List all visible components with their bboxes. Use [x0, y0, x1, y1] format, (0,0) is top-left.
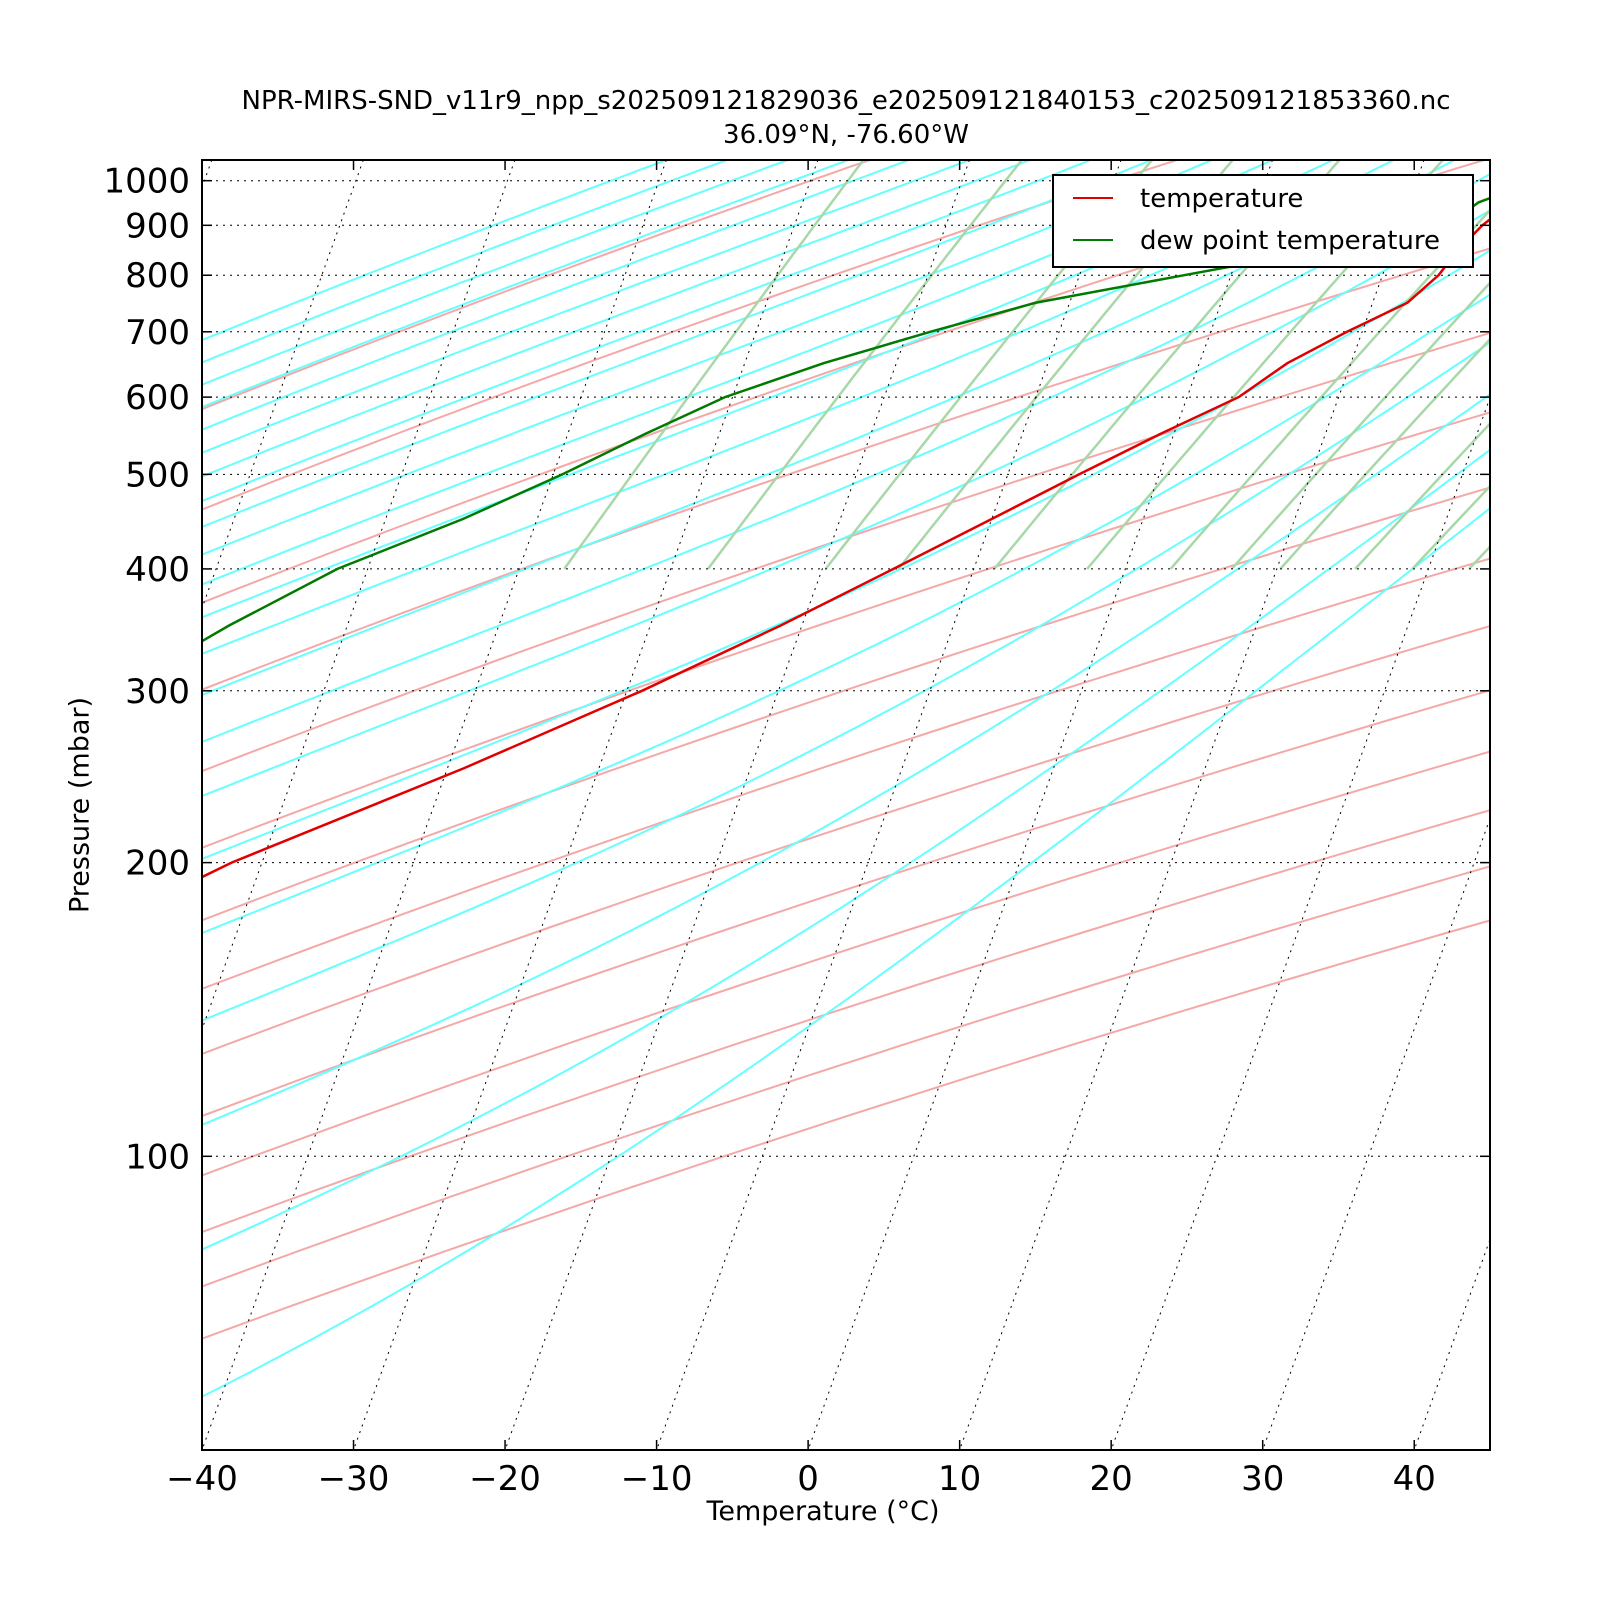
dry-adiabat	[202, 624, 1490, 1056]
grid-lines	[0, 160, 1600, 1450]
temperature-line	[202, 217, 1490, 879]
moist-adiabat	[202, 160, 788, 386]
y-tick-label: 900	[125, 206, 190, 246]
chart-subtitle: 36.09°N, -76.60°W	[723, 120, 969, 150]
isotherm-gridline	[1566, 160, 1600, 1450]
isotherm-gridline	[1110, 396, 1490, 1450]
moist-adiabat	[202, 160, 1395, 655]
isotherm-gridline	[353, 160, 819, 1450]
dry-adiabat	[202, 809, 1490, 1234]
moist-adiabat	[202, 249, 1490, 861]
mixing-ratio-line	[563, 160, 865, 570]
y-tick-label: 800	[125, 256, 190, 296]
chart-title: NPR-MIRS-SND_v11r9_npp_s202509121829036_…	[241, 86, 1451, 116]
isotherm-gridline	[807, 160, 1273, 1450]
x-tick-label: 0	[797, 1459, 819, 1499]
isotherm-gridline	[202, 160, 213, 189]
y-tick-label: 500	[125, 455, 190, 495]
moist-adiabat	[202, 172, 1490, 744]
plot-frame	[201, 159, 1491, 1451]
moist-adiabat	[202, 507, 1490, 1398]
y-tick-label: 1000	[103, 162, 190, 202]
y-tick-label: 200	[125, 844, 190, 884]
mixing-ratio-line	[1230, 281, 1490, 570]
y-tick-label: 700	[125, 313, 190, 353]
background-lines	[202, 160, 1490, 1398]
axis-ticks: −40 −30 −20 −10 0 10 20 30 40 100 200 300 400 500 600 7…	[103, 160, 1490, 1499]
moist-adiabat	[202, 160, 1092, 503]
isotherm-gridline	[0, 160, 60, 1450]
legend: temperature dew point temperature	[1052, 174, 1474, 268]
mixing-ratio-line	[1354, 421, 1490, 570]
mixing-ratio-line	[1169, 208, 1490, 570]
x-tick-label: −10	[621, 1459, 693, 1499]
x-tick-label: 30	[1241, 1459, 1284, 1499]
x-tick-label: 20	[1090, 1459, 1133, 1499]
moist-adiabat	[202, 160, 1334, 619]
moist-adiabat	[202, 160, 1213, 556]
dry-adiabat	[202, 750, 1490, 1177]
dry-adiabat	[202, 160, 1178, 511]
moist-adiabat	[202, 393, 1490, 1126]
moist-adiabat	[202, 160, 1031, 478]
x-axis-label: Temperature (°C)	[706, 1496, 940, 1527]
dry-adiabat	[202, 557, 1490, 990]
moist-adiabat	[202, 160, 1455, 697]
moist-adiabat	[202, 209, 1490, 798]
dry-adiabat	[202, 486, 1490, 922]
legend-temperature-label: temperature	[1140, 184, 1303, 214]
moist-adiabat	[202, 160, 667, 342]
isotherm-gridline	[202, 160, 667, 1450]
moist-adiabat	[202, 160, 1273, 586]
moist-adiabat	[202, 448, 1490, 1251]
mixing-ratio-line	[1279, 337, 1490, 570]
x-tick-label: −30	[318, 1459, 390, 1499]
isotherm-gridline	[202, 160, 364, 610]
moist-adiabat	[202, 160, 970, 454]
moist-adiabat	[202, 293, 1490, 935]
moist-adiabat	[202, 160, 728, 364]
isotherm-gridline	[504, 160, 970, 1450]
isotherm-gridline	[1262, 817, 1490, 1450]
legend-box	[1052, 174, 1474, 268]
y-tick-label: 300	[125, 672, 190, 712]
x-tick-label: −20	[469, 1459, 541, 1499]
moist-adiabat	[202, 160, 849, 409]
series-lines	[202, 196, 1490, 879]
x-tick-label: 10	[938, 1459, 981, 1499]
y-tick-label: 400	[125, 550, 190, 590]
mixing-ratio-line	[707, 160, 1023, 570]
y-tick-label: 100	[125, 1137, 190, 1177]
x-tick-label: −40	[166, 1459, 238, 1499]
dry-adiabat	[202, 689, 1490, 1118]
isotherm-gridline	[959, 160, 1425, 1450]
legend-dewpoint-label: dew point temperature	[1140, 226, 1440, 256]
y-axis-label: Pressure (mbar)	[64, 696, 96, 914]
moist-adiabat	[202, 160, 1152, 529]
isotherm-gridline	[656, 160, 1122, 1450]
x-tick-label: 40	[1393, 1459, 1436, 1499]
dry-adiabat	[202, 247, 1490, 691]
dry-adiabat	[202, 160, 870, 411]
y-tick-label: 600	[125, 378, 190, 418]
isotherm-gridline	[1413, 1237, 1490, 1450]
moist-adiabat	[202, 160, 910, 431]
dry-adiabat	[202, 411, 1490, 849]
